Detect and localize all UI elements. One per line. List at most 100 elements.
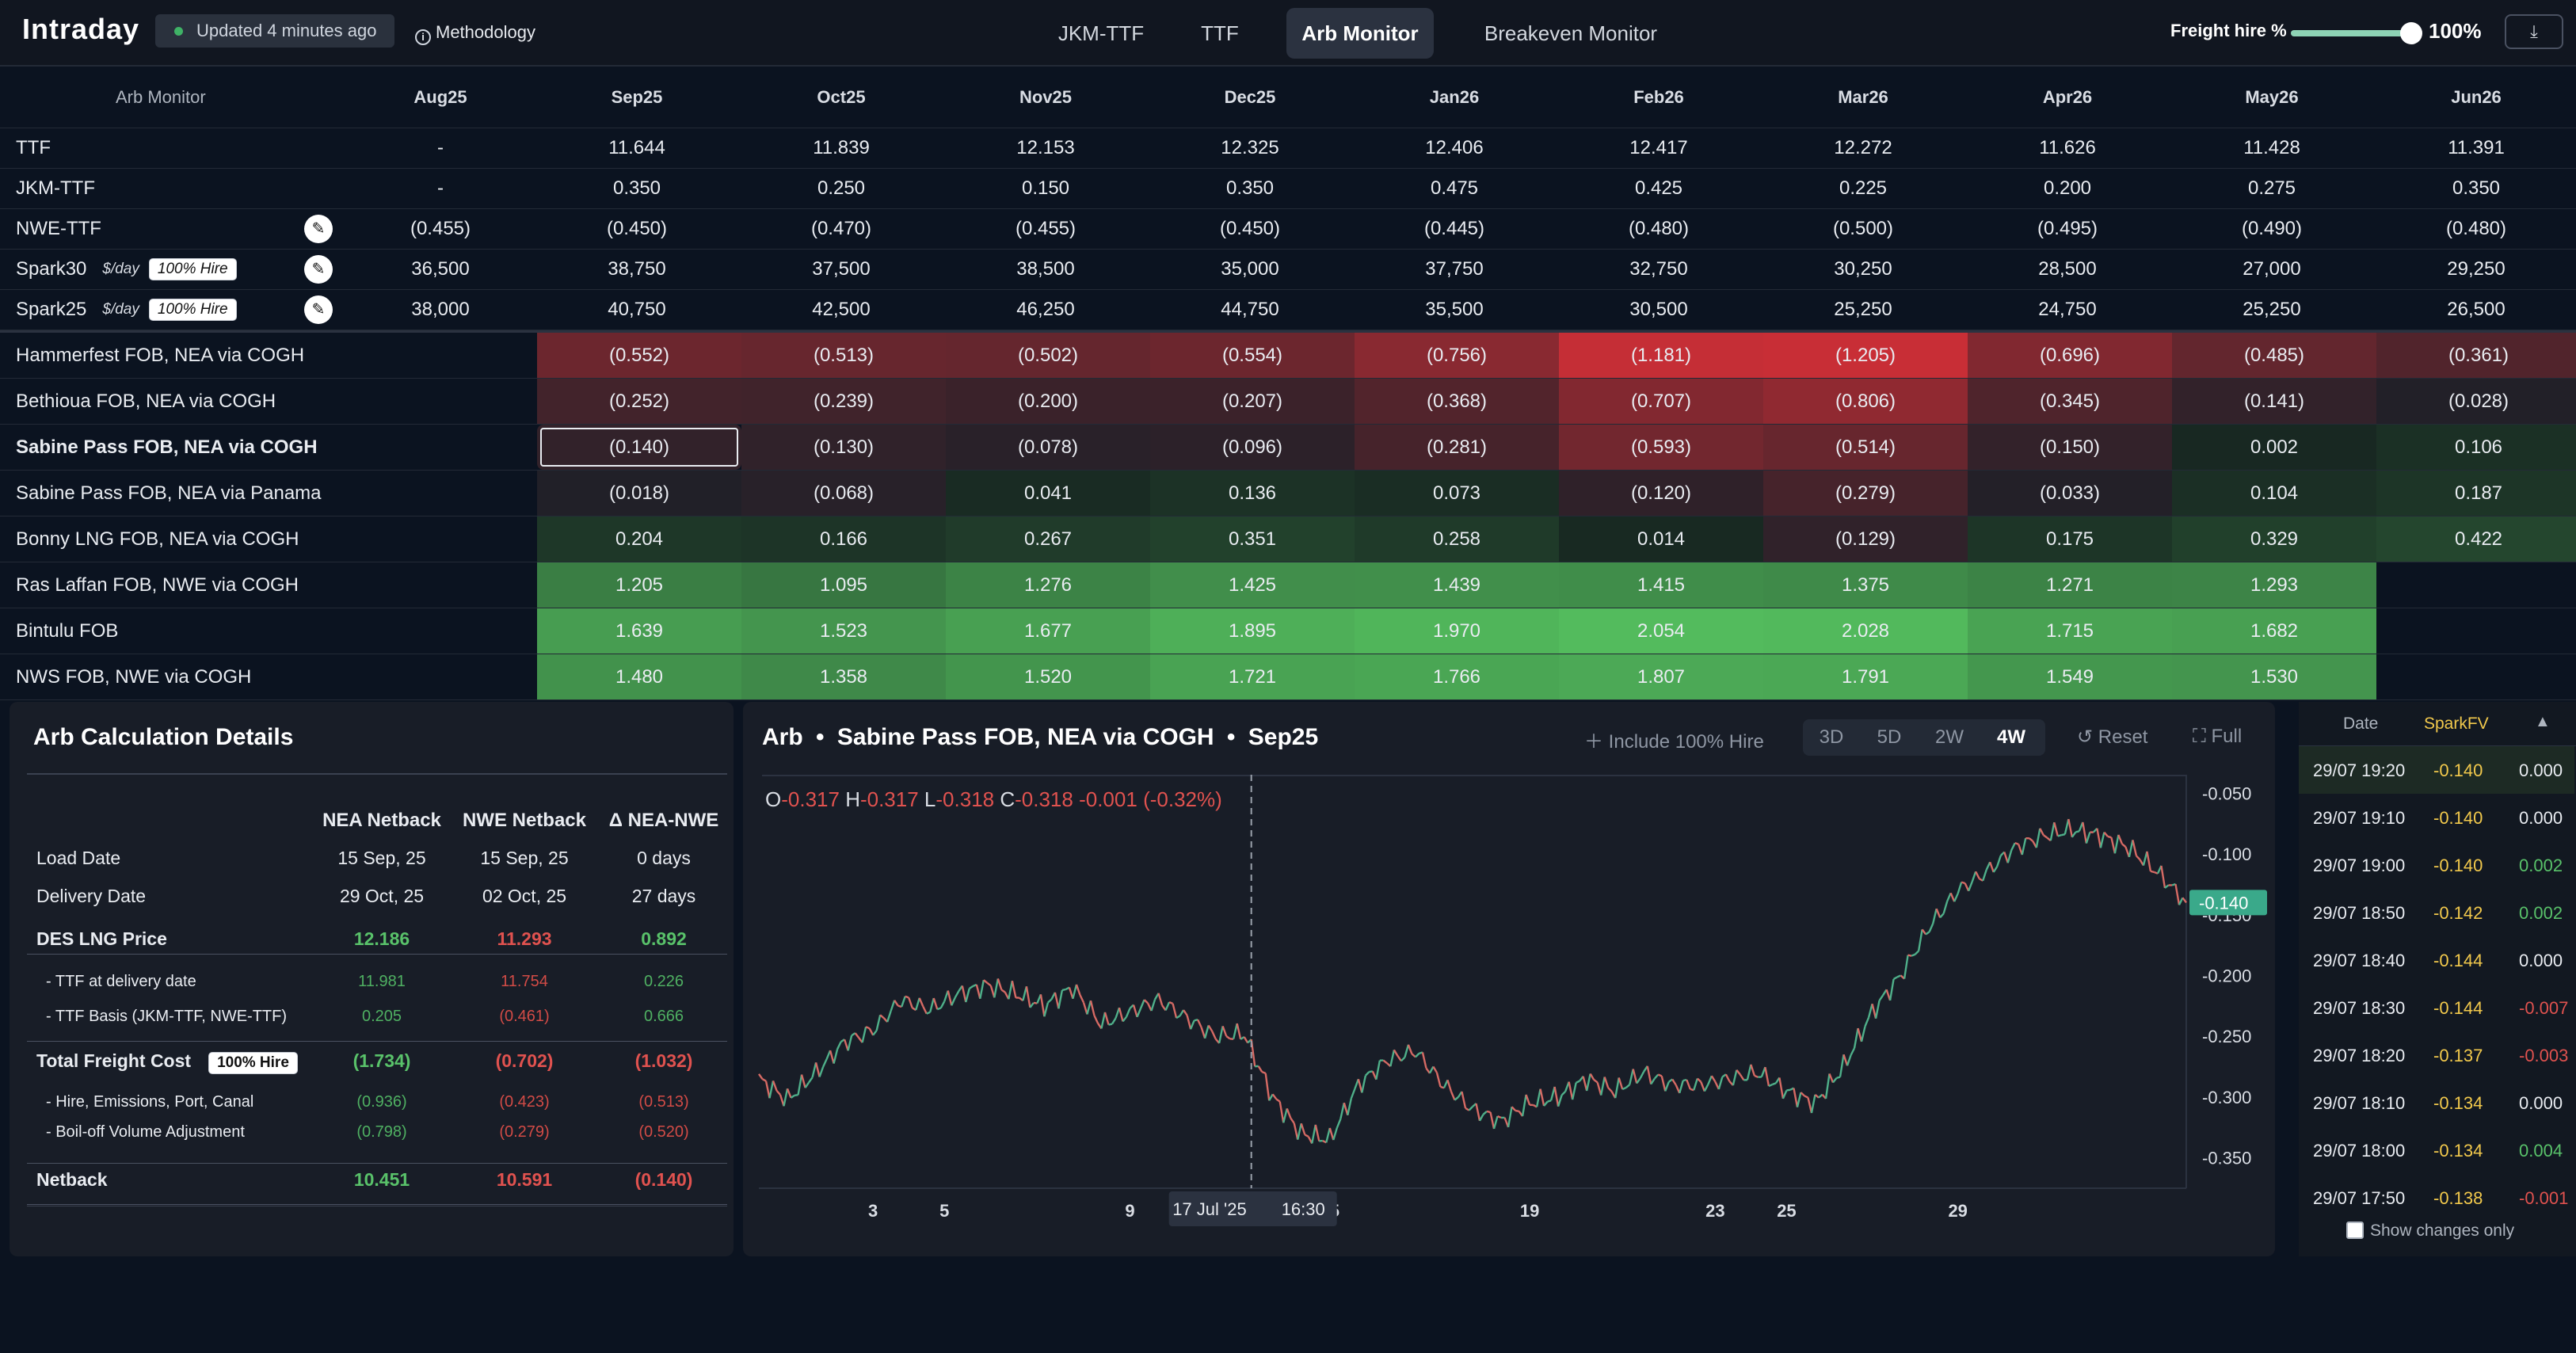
arb-row-label[interactable]: Bonny LNG FOB, NEA via COGH <box>16 528 299 550</box>
arb-row-label[interactable]: Hammerfest FOB, NEA via COGH <box>16 344 305 366</box>
input-cell[interactable]: 11.839 <box>813 137 870 158</box>
tab-ttf[interactable]: TTF <box>1201 21 1239 45</box>
input-cell[interactable]: 26,500 <box>2447 299 2506 320</box>
input-cell[interactable]: 0.425 <box>1634 177 1683 199</box>
input-cell[interactable]: (0.495) <box>2037 218 2098 239</box>
arb-cell[interactable]: 0.187 <box>2376 471 2576 516</box>
input-cell[interactable]: 0.275 <box>2247 177 2296 199</box>
edit-pencil-icon[interactable]: ✎ <box>304 295 333 324</box>
arb-cell[interactable]: 0.014 <box>1559 516 1763 562</box>
freight-hire-slider[interactable] <box>2291 22 2422 44</box>
col-date[interactable]: Date <box>2343 715 2379 733</box>
arb-cell[interactable]: 1.520 <box>946 654 1150 699</box>
download-button[interactable]: ⤓ <box>2505 14 2563 49</box>
arb-cell[interactable]: 1.715 <box>1968 608 2172 654</box>
input-cell[interactable]: 38,000 <box>411 299 470 320</box>
range-5d[interactable]: 5D <box>1877 726 1902 748</box>
arb-cell[interactable]: (0.018) <box>537 471 741 516</box>
month-header[interactable]: Aug25 <box>413 86 467 107</box>
input-cell[interactable]: 37,750 <box>1425 258 1484 280</box>
reset-button[interactable]: ↺ Reset <box>2077 726 2147 749</box>
arb-cell[interactable]: (1.181) <box>1559 333 1763 378</box>
arb-cell[interactable]: 1.549 <box>1968 654 2172 699</box>
arb-cell[interactable] <box>2376 608 2576 654</box>
input-cell[interactable]: 12.272 <box>1834 137 1892 158</box>
month-header[interactable]: Jan26 <box>1429 86 1480 107</box>
arb-cell[interactable]: 1.791 <box>1763 654 1968 699</box>
input-cell[interactable]: (0.480) <box>2445 218 2507 239</box>
input-cell[interactable]: 40,750 <box>608 299 666 320</box>
input-cell[interactable]: (0.490) <box>2241 218 2303 239</box>
month-header[interactable]: Mar26 <box>1838 86 1888 107</box>
change-row[interactable]: 29/07 18:50 -0.142 0.002 <box>2299 889 2574 936</box>
month-header[interactable]: Dec25 <box>1224 86 1276 107</box>
arb-row-label[interactable]: Sabine Pass FOB, NEA via COGH <box>16 436 318 458</box>
month-header[interactable]: Oct25 <box>817 86 866 107</box>
month-header[interactable]: Jun26 <box>2451 86 2502 107</box>
arb-cell[interactable]: 2.054 <box>1559 608 1763 654</box>
arb-cell[interactable]: (0.361) <box>2376 333 2576 378</box>
input-cell[interactable]: 12.406 <box>1425 137 1484 158</box>
arb-cell[interactable]: (0.096) <box>1150 425 1355 470</box>
arb-cell[interactable]: (0.028) <box>2376 379 2576 424</box>
arb-row[interactable]: Bonny LNG FOB, NEA via COGH 0.204 0.166 0.2… <box>0 516 2576 562</box>
arb-cell[interactable]: (0.756) <box>1355 333 1559 378</box>
change-row[interactable]: 29/07 19:00 -0.140 0.002 <box>2299 841 2574 889</box>
arb-cell[interactable]: (0.207) <box>1150 379 1355 424</box>
range-2w[interactable]: 2W <box>1935 726 1964 748</box>
arb-cell[interactable]: 0.422 <box>2376 516 2576 562</box>
input-cell[interactable]: 0.475 <box>1430 177 1479 199</box>
input-cell[interactable]: (0.445) <box>1423 218 1485 239</box>
change-row[interactable]: 29/07 19:10 -0.140 0.000 <box>2299 794 2574 841</box>
input-cell[interactable]: 11.428 <box>2243 137 2300 158</box>
include-hire-toggle[interactable]: ＋ Include 100% Hire <box>1584 726 1764 753</box>
input-cell[interactable]: 11.644 <box>608 137 665 158</box>
change-row[interactable]: 29/07 19:20 -0.140 0.000 <box>2299 746 2574 794</box>
input-cell[interactable]: 11.391 <box>2448 137 2505 158</box>
arb-cell[interactable] <box>2376 654 2576 699</box>
input-cell[interactable]: (0.470) <box>810 218 872 239</box>
input-cell[interactable]: 0.200 <box>2043 177 2092 199</box>
arb-cell[interactable]: (0.078) <box>946 425 1150 470</box>
arb-cell[interactable]: (0.129) <box>1763 516 1968 562</box>
col-sparkfv[interactable]: SparkFV <box>2424 715 2489 733</box>
arb-cell[interactable]: (1.205) <box>1763 333 1968 378</box>
month-header[interactable]: Nov25 <box>1019 86 1073 107</box>
range-3d[interactable]: 3D <box>1819 726 1844 748</box>
input-cell[interactable]: 38,750 <box>608 258 666 280</box>
change-row[interactable]: 29/07 18:30 -0.144 -0.007 <box>2299 984 2574 1031</box>
arb-cell[interactable]: 0.073 <box>1355 471 1559 516</box>
arb-cell[interactable]: 0.166 <box>741 516 946 562</box>
input-cell[interactable]: 0.350 <box>1225 177 1275 199</box>
arb-cell[interactable]: (0.593) <box>1559 425 1763 470</box>
arb-cell[interactable]: 1.523 <box>741 608 946 654</box>
full-button[interactable]: ⛶ Full <box>2193 726 2242 748</box>
arb-cell[interactable]: (0.239) <box>741 379 946 424</box>
arb-cell[interactable]: 2.028 <box>1763 608 1968 654</box>
methodology-link[interactable]: i Methodology <box>415 22 535 45</box>
input-cell[interactable]: (0.455) <box>1015 218 1077 239</box>
arb-cell[interactable]: 0.041 <box>946 471 1150 516</box>
input-cell[interactable]: 46,250 <box>1016 299 1075 320</box>
input-cell[interactable]: - <box>437 177 444 199</box>
range-4w[interactable]: 4W <box>1997 726 2025 748</box>
arb-cell[interactable]: (0.345) <box>1968 379 2172 424</box>
arb-row[interactable]: NWS FOB, NWE via COGH 1.480 1.358 1.520 1.72… <box>0 654 2576 700</box>
arb-cell[interactable]: 0.002 <box>2172 425 2376 470</box>
checkbox[interactable] <box>2346 1222 2364 1239</box>
input-cell[interactable]: 0.350 <box>612 177 661 199</box>
arb-cell[interactable]: 1.807 <box>1559 654 1763 699</box>
arb-row-label[interactable]: Bintulu FOB <box>16 619 119 642</box>
input-cell[interactable]: 38,500 <box>1016 258 1075 280</box>
input-cell[interactable]: 0.350 <box>2452 177 2501 199</box>
input-cell[interactable]: 12.325 <box>1221 137 1279 158</box>
arb-cell[interactable]: (0.141) <box>2172 379 2376 424</box>
month-header[interactable]: May26 <box>2245 86 2299 107</box>
month-header[interactable]: Apr26 <box>2042 86 2093 107</box>
arb-cell[interactable]: 0.267 <box>946 516 1150 562</box>
edit-pencil-icon[interactable]: ✎ <box>304 215 333 243</box>
arb-cell[interactable]: 1.682 <box>2172 608 2376 654</box>
arb-row[interactable]: Ras Laffan FOB, NWE via COGH 1.205 1.095 1.… <box>0 562 2576 608</box>
arb-cell[interactable]: 1.276 <box>946 562 1150 608</box>
arb-row-label[interactable]: Bethioua FOB, NEA via COGH <box>16 390 276 412</box>
